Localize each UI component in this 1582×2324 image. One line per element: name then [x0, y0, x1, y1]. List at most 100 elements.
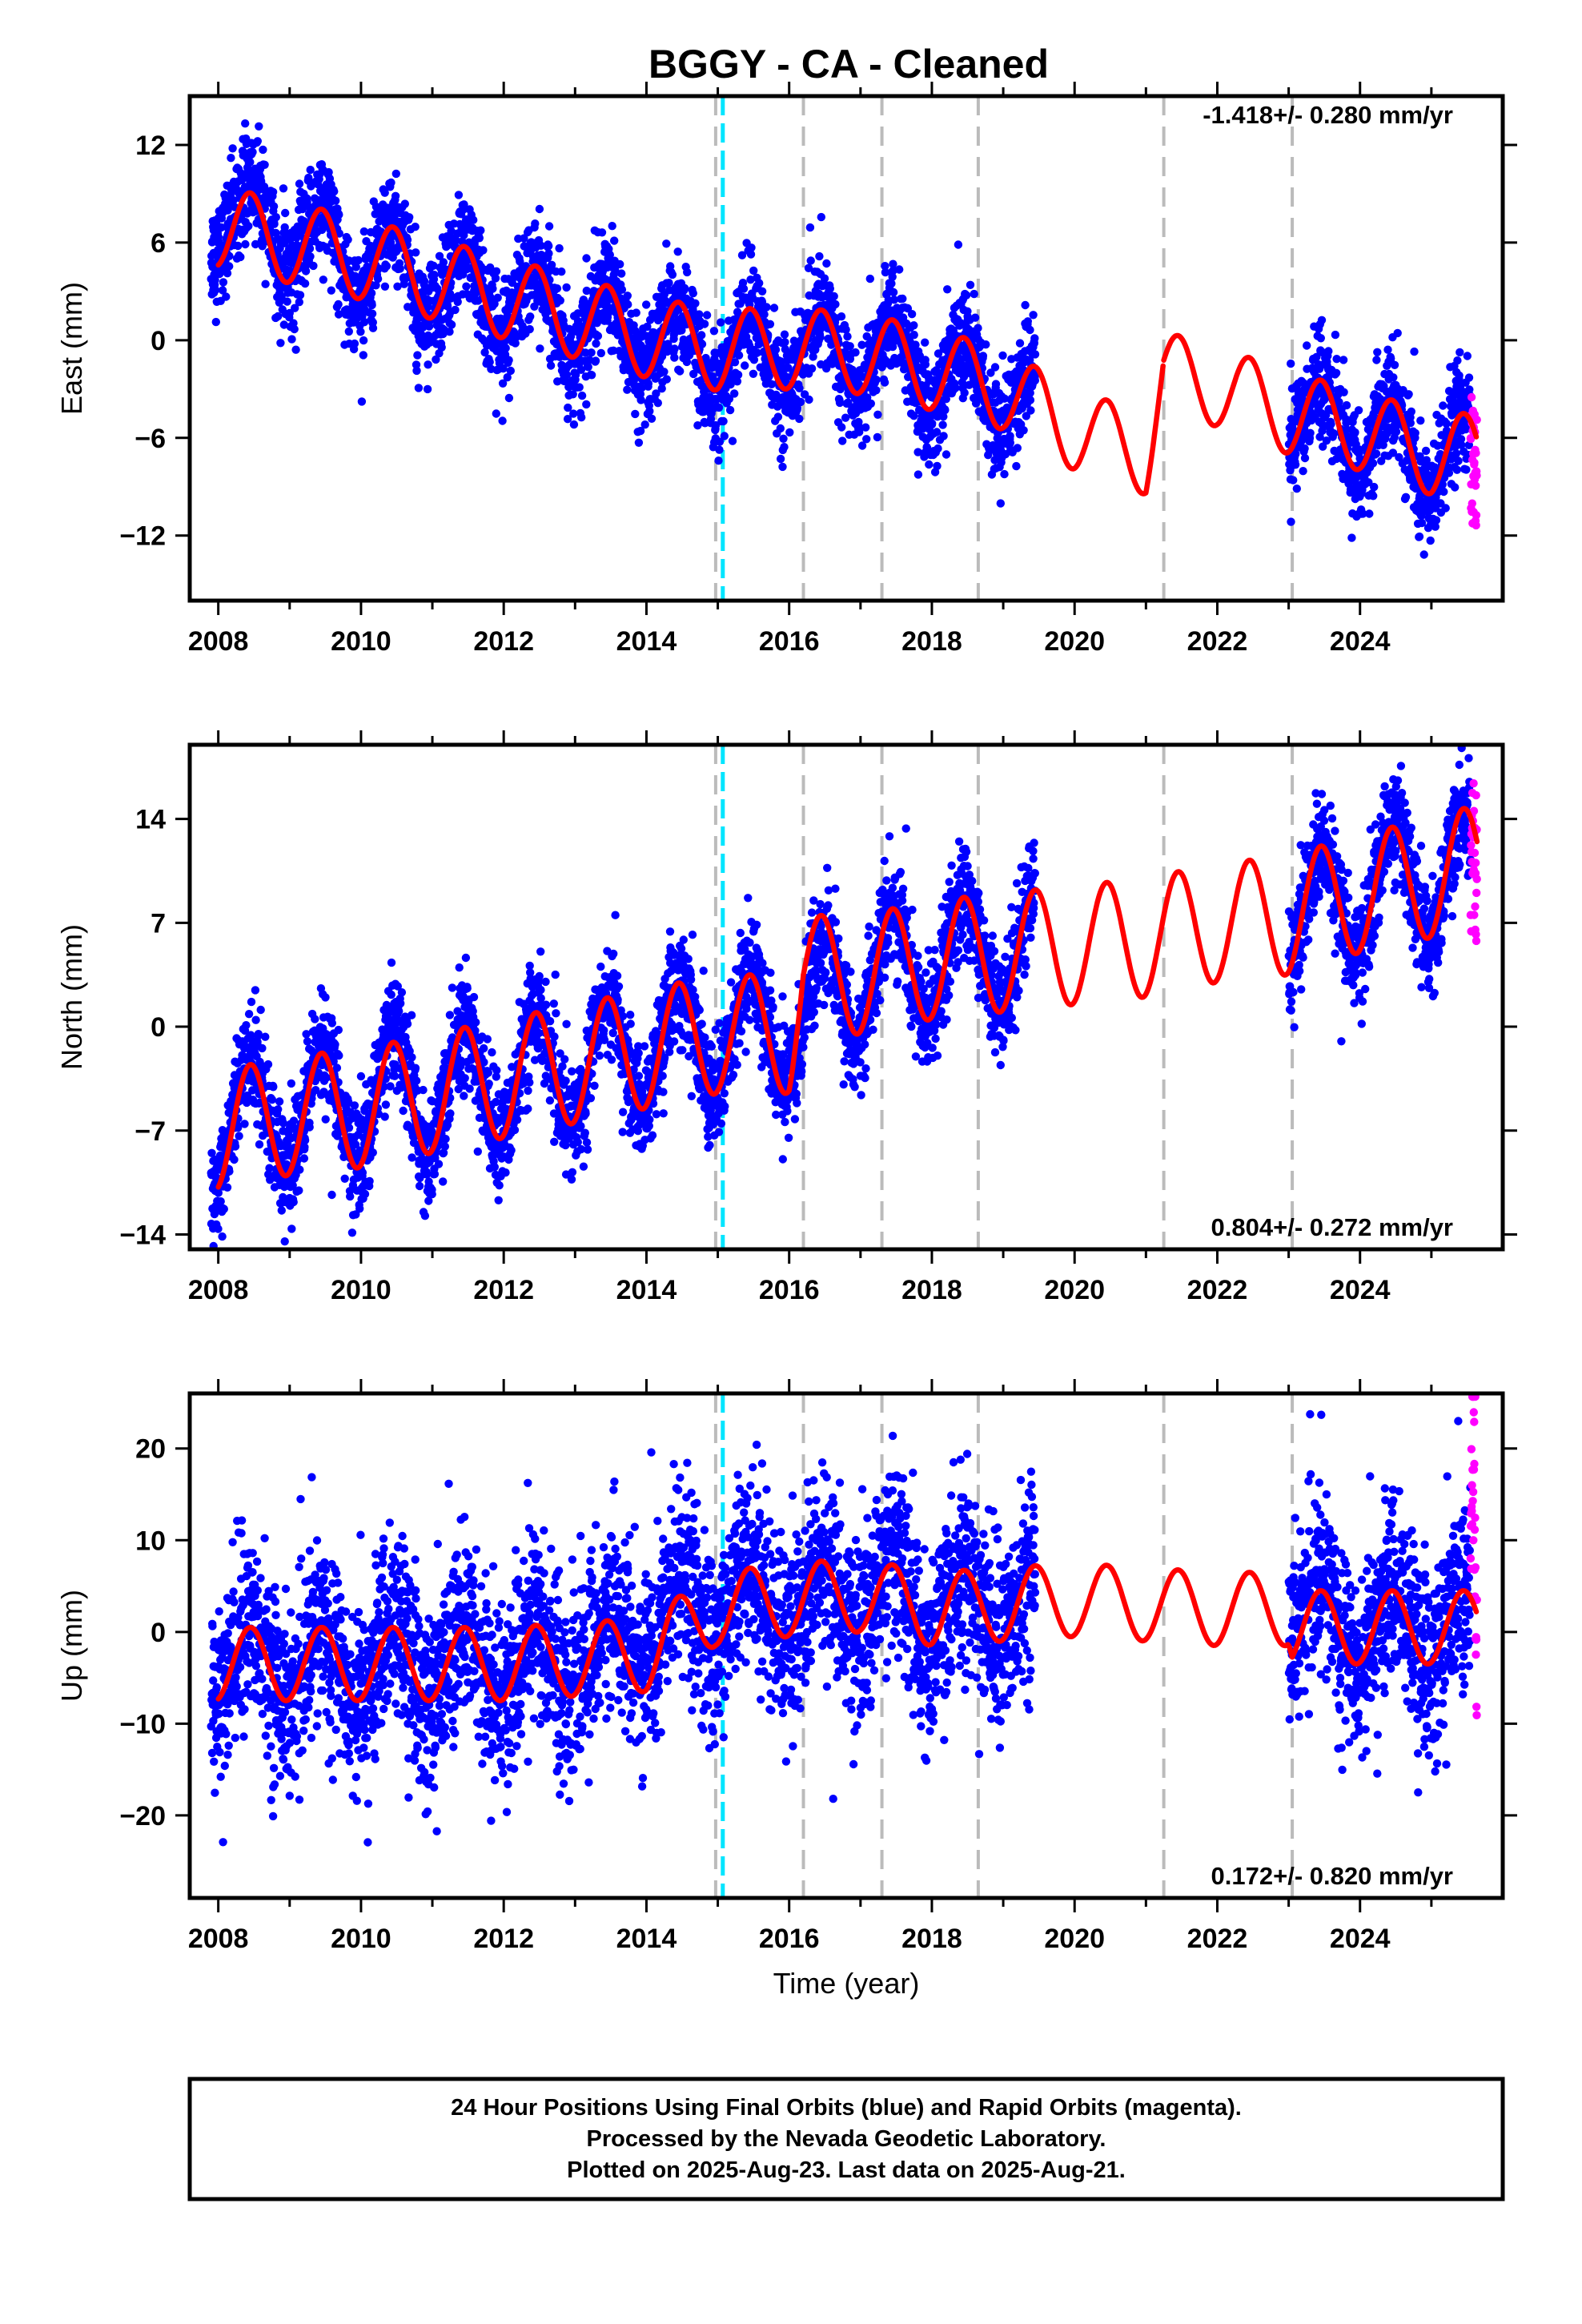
east-final-orbit-point — [270, 219, 279, 228]
east-final-orbit-point — [291, 304, 299, 312]
east-final-orbit-point — [734, 351, 744, 360]
east-final-orbit-point — [805, 395, 813, 404]
east-final-orbit-point — [269, 202, 279, 211]
north-final-orbit-point — [261, 1032, 270, 1041]
east-final-orbit-point — [424, 360, 432, 369]
east-final-orbit-point — [334, 300, 343, 309]
east-final-orbit-point — [624, 300, 632, 309]
east-y-tick-label: 0 — [151, 326, 166, 356]
east-final-orbit-point — [498, 379, 508, 388]
east-final-orbit-point — [557, 267, 566, 276]
east-final-orbit-point — [1324, 347, 1333, 356]
east-final-orbit-point — [785, 428, 794, 437]
east-final-orbit-point — [1306, 428, 1315, 437]
east-final-orbit-point — [531, 219, 540, 228]
east-x-tick-label: 2022 — [1187, 626, 1248, 657]
east-final-orbit-point — [525, 324, 534, 334]
north-final-orbit-point — [231, 1142, 240, 1151]
east-x-tick-label: 2020 — [1044, 626, 1105, 657]
east-final-orbit-point — [1390, 360, 1399, 369]
east-final-orbit-point — [1339, 388, 1348, 396]
east-rapid-orbit-point — [1472, 471, 1481, 480]
east-final-orbit-point — [351, 263, 360, 271]
east-final-orbit-point — [1462, 465, 1471, 474]
east-final-orbit-point — [943, 285, 952, 294]
east-final-orbit-point — [253, 137, 262, 146]
east-final-orbit-point — [872, 376, 881, 384]
east-final-orbit-point — [412, 366, 421, 376]
north-final-orbit-point — [258, 1043, 267, 1053]
north-final-orbit-point — [311, 1015, 319, 1023]
east-final-orbit-point — [1030, 350, 1040, 359]
east-final-orbit-point — [714, 403, 724, 412]
east-final-orbit-point — [1453, 356, 1462, 365]
east-final-orbit-point — [1407, 407, 1416, 416]
east-final-orbit-point — [1431, 516, 1441, 525]
east-y-tick-label: −12 — [119, 521, 166, 552]
east-final-orbit-point — [499, 364, 508, 373]
east-rapid-orbit-point — [1468, 499, 1477, 508]
east-final-orbit-point — [475, 234, 484, 243]
east-final-orbit-point — [1389, 373, 1398, 382]
east-final-orbit-point — [490, 300, 499, 308]
east-final-orbit-point — [1303, 341, 1311, 350]
east-final-orbit-point — [925, 460, 934, 469]
east-final-orbit-point — [373, 275, 383, 283]
east-final-orbit-point — [1373, 348, 1382, 356]
east-x-tick-label: 2016 — [759, 626, 820, 657]
east-final-orbit-point — [861, 423, 870, 432]
east-final-orbit-point — [582, 286, 591, 296]
east-final-orbit-point — [1439, 401, 1447, 410]
east-final-orbit-point — [1013, 444, 1022, 452]
east-final-orbit-point — [966, 280, 975, 289]
north-final-orbit-point — [251, 986, 260, 995]
east-final-orbit-point — [749, 369, 758, 378]
east-final-orbit-point — [872, 386, 881, 395]
east-final-orbit-point — [634, 438, 644, 447]
east-final-orbit-point — [942, 450, 951, 459]
east-final-orbit-point — [435, 251, 444, 260]
east-final-orbit-point — [841, 325, 850, 334]
east-final-orbit-point — [717, 318, 725, 327]
north-final-orbit-point — [267, 1096, 277, 1104]
north-final-orbit-point — [242, 1021, 251, 1030]
east-final-orbit-point — [412, 248, 420, 257]
east-final-orbit-point — [779, 434, 788, 443]
east-final-orbit-point — [1383, 345, 1392, 354]
east-final-orbit-point — [260, 160, 269, 169]
east-final-orbit-point — [644, 379, 653, 388]
east-final-orbit-point — [1317, 316, 1327, 324]
east-final-orbit-point — [498, 416, 507, 425]
east-final-orbit-point — [283, 297, 291, 306]
east-final-orbit-point — [1369, 492, 1378, 501]
east-final-orbit-point — [577, 413, 586, 422]
east-final-orbit-point — [546, 361, 556, 370]
east-final-orbit-point — [391, 191, 400, 200]
east-final-orbit-point — [1451, 483, 1460, 492]
east-final-orbit-point — [642, 300, 651, 309]
east-final-orbit-point — [445, 328, 454, 336]
east-final-orbit-point — [295, 179, 304, 188]
north-final-orbit-point — [218, 1232, 227, 1241]
east-final-orbit-point — [934, 444, 942, 453]
east-final-orbit-point — [228, 144, 237, 153]
east-final-orbit-point — [359, 227, 368, 236]
east-final-orbit-point — [796, 397, 805, 407]
east-final-orbit-point — [1371, 449, 1381, 458]
east-final-orbit-point — [556, 296, 564, 305]
east-final-orbit-point — [632, 308, 640, 317]
east-final-orbit-point — [246, 158, 255, 167]
east-final-orbit-point — [1410, 347, 1419, 356]
east-final-orbit-point — [730, 389, 739, 398]
east-final-orbit-point — [680, 283, 689, 292]
east-final-orbit-point — [907, 310, 917, 319]
east-final-orbit-point — [485, 357, 494, 367]
east-final-orbit-point — [335, 210, 343, 219]
east-final-orbit-point — [277, 292, 286, 301]
east-final-orbit-point — [954, 240, 963, 249]
east-final-orbit-point — [825, 284, 835, 293]
east-final-orbit-point — [765, 320, 775, 328]
east-final-orbit-point — [700, 320, 709, 328]
east-final-orbit-point — [1015, 339, 1025, 348]
